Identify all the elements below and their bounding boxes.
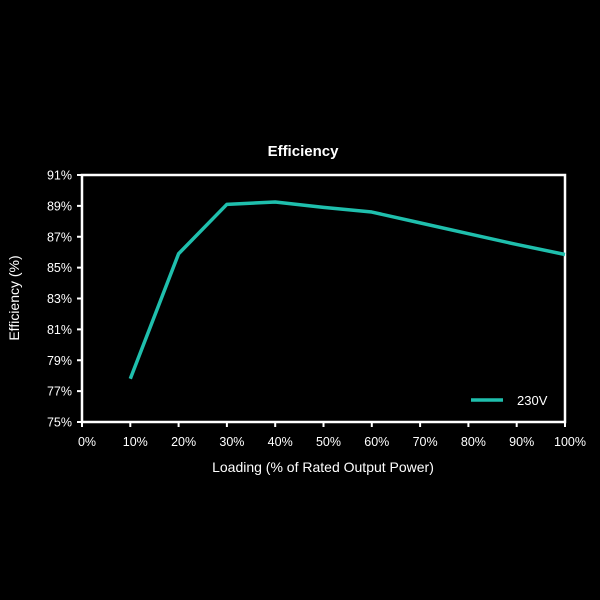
legend: 230V bbox=[471, 393, 548, 408]
y-axis-label: Efficiency (%) bbox=[6, 255, 22, 340]
x-tick-label: 100% bbox=[554, 435, 586, 449]
y-tick-label: 85% bbox=[47, 261, 72, 275]
y-tick-label: 87% bbox=[47, 230, 72, 244]
x-axis-label: Loading (% of Rated Output Power) bbox=[212, 459, 434, 475]
chart-title: Efficiency bbox=[268, 143, 340, 160]
x-tick-label: 0% bbox=[78, 435, 96, 449]
y-tick-label: 79% bbox=[47, 354, 72, 368]
legend-label-230V: 230V bbox=[517, 393, 548, 408]
x-tick-label: 80% bbox=[461, 435, 486, 449]
plot-frame bbox=[80, 173, 567, 424]
x-tick-label: 60% bbox=[364, 435, 389, 449]
x-tick-label: 40% bbox=[268, 435, 293, 449]
y-tick-label: 91% bbox=[47, 169, 72, 183]
y-tick-label: 75% bbox=[47, 416, 72, 430]
x-tick-label: 10% bbox=[123, 435, 148, 449]
y-tick-label: 89% bbox=[47, 199, 72, 213]
x-tick-label: 90% bbox=[509, 435, 534, 449]
series-line-230V bbox=[128, 200, 566, 380]
x-tick-label: 50% bbox=[316, 435, 341, 449]
x-tick-label: 30% bbox=[219, 435, 244, 449]
y-tick-label: 77% bbox=[47, 385, 72, 399]
x-tick-label: 70% bbox=[413, 435, 438, 449]
y-tick-label: 83% bbox=[47, 292, 72, 306]
x-tick-label: 20% bbox=[171, 435, 196, 449]
y-tick-label: 81% bbox=[47, 323, 72, 337]
